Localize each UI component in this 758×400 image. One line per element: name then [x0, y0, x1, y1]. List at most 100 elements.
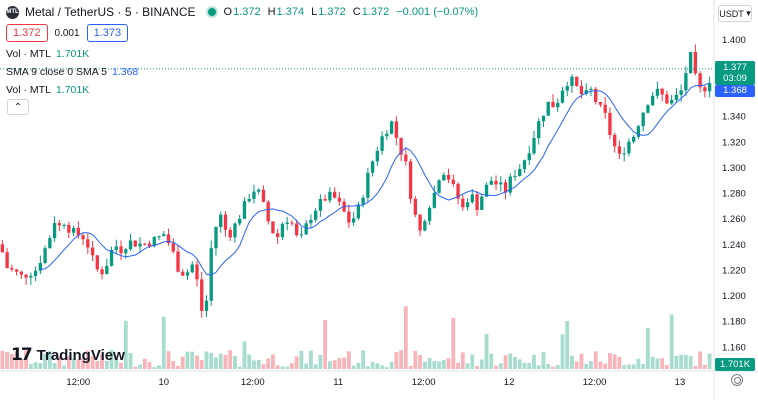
- volume-bar: [128, 352, 133, 369]
- candle-body: [598, 102, 603, 105]
- volume-bar: [641, 364, 646, 369]
- volume-bar: [508, 353, 513, 369]
- candle-body: [280, 223, 285, 238]
- candle-body: [318, 199, 323, 211]
- chevron-up-icon: ⌃: [13, 101, 23, 113]
- volume-bar: [109, 350, 114, 369]
- buy-button[interactable]: 1.373: [86, 24, 129, 42]
- volume-bar: [370, 361, 375, 369]
- volume-bar: [470, 354, 475, 369]
- ohlc-close: C1.372: [352, 6, 390, 18]
- volume-bar: [494, 365, 498, 369]
- volume-bar: [19, 358, 24, 369]
- x-tick-label: 12: [504, 377, 515, 388]
- symbol-title[interactable]: Metal / TetherUS · 5 · BINANCE: [25, 5, 196, 19]
- candle-body: [527, 153, 531, 161]
- volume-bar: [622, 365, 627, 369]
- candle-body: [356, 204, 361, 219]
- volume-bar: [66, 356, 71, 369]
- candle-body: [86, 239, 90, 248]
- candle-body: [133, 240, 137, 247]
- indicator-volume-bottom[interactable]: Vol · MTL 1.701K: [6, 84, 89, 96]
- candle-body: [19, 271, 24, 275]
- candle-body: [432, 192, 436, 208]
- candle-body: [608, 112, 612, 135]
- candle-body: [560, 90, 565, 103]
- volume-bar: [233, 355, 237, 369]
- indicator-volume-top[interactable]: Vol · MTL 1.701K: [6, 48, 89, 60]
- volume-bar: [100, 354, 104, 369]
- y-tick-label: 1.180: [722, 317, 746, 328]
- candle-body: [556, 102, 560, 108]
- candle-body: [418, 214, 422, 231]
- candle-body: [195, 264, 199, 280]
- volume-bar: [688, 356, 693, 369]
- volume-bar: [147, 362, 152, 369]
- tradingview-logo-text: TradingView: [36, 346, 125, 364]
- candle-body: [38, 263, 43, 271]
- last-price-tag: 1.377 03:09: [715, 61, 755, 85]
- indicator-sma[interactable]: SMA 9 close 0 SMA 5 1.368: [6, 66, 138, 78]
- volume-bar: [5, 352, 10, 369]
- candle-body: [33, 270, 38, 276]
- candle-body: [423, 221, 427, 231]
- volume-bar: [24, 350, 29, 369]
- candle-body: [693, 52, 698, 74]
- candle-body: [271, 221, 275, 234]
- x-tick-label: 12:00: [412, 377, 436, 388]
- currency-label: USDT: [719, 8, 744, 19]
- candle-body: [361, 197, 365, 205]
- symbol-legend[interactable]: MTL Metal / TetherUS · 5 · BINANCE O1.37…: [6, 5, 478, 19]
- volume-bar: [33, 362, 38, 369]
- candle-body: [499, 182, 503, 185]
- volume-bar: [655, 358, 660, 369]
- volume-bar: [90, 356, 95, 369]
- volume-bar: [693, 366, 698, 369]
- volume-bar: [517, 359, 522, 369]
- volume-bar: [242, 341, 247, 369]
- volume-bar: [460, 352, 465, 369]
- candle-body: [475, 194, 479, 210]
- volume-bar: [290, 363, 294, 369]
- volume-bar: [47, 351, 52, 369]
- candle-body: [0, 244, 5, 253]
- volume-bar: [375, 363, 380, 369]
- candle-body: [128, 240, 133, 250]
- candle-body: [408, 161, 413, 199]
- candle-body: [622, 153, 626, 155]
- volume-bar: [71, 358, 76, 369]
- volume-bar: [489, 353, 494, 369]
- candle-body: [674, 94, 679, 100]
- volume-bar: [14, 351, 19, 369]
- volume-bar: [627, 364, 631, 369]
- volume-bar: [104, 360, 109, 369]
- collapse-legend-button[interactable]: ⌃: [7, 99, 29, 115]
- volume-bar: [157, 365, 161, 369]
- candle-body: [594, 88, 598, 103]
- candle-body: [541, 115, 546, 122]
- volume-bar: [403, 306, 408, 369]
- y-tick-label: 1.260: [722, 214, 746, 225]
- volume-bar: [138, 364, 142, 369]
- currency-selector[interactable]: USDT ▾: [718, 5, 752, 22]
- volume-bar: [81, 358, 85, 369]
- candle-body: [688, 52, 693, 74]
- market-open-dot-icon: [207, 8, 216, 16]
- volume-bar: [57, 355, 62, 369]
- candle-body: [470, 194, 474, 203]
- volume-bar: [608, 353, 612, 369]
- candle-body: [24, 274, 28, 278]
- candle-body: [651, 95, 655, 106]
- indicator-label: Vol · MTL: [6, 84, 51, 96]
- sell-button[interactable]: 1.372: [6, 24, 48, 42]
- volume-bar: [294, 356, 299, 369]
- settings-gear-icon[interactable]: [731, 374, 743, 386]
- candle-body: [646, 105, 650, 113]
- candle-body: [579, 85, 584, 94]
- tradingview-logo[interactable]: 17 TradingView: [11, 345, 125, 365]
- candle-body: [337, 197, 342, 202]
- candle-body: [247, 198, 251, 202]
- candle-body: [385, 133, 389, 137]
- volume-bar: [114, 359, 119, 369]
